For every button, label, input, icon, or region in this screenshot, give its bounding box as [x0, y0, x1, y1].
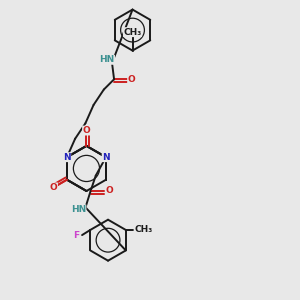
Text: HN: HN [99, 55, 115, 64]
Text: HN: HN [71, 205, 86, 214]
Text: N: N [102, 153, 110, 162]
Text: F: F [73, 231, 79, 240]
Text: O: O [105, 187, 113, 196]
Text: CH₃: CH₃ [134, 225, 152, 234]
Text: CH₃: CH₃ [123, 28, 142, 37]
Text: N: N [63, 153, 71, 162]
Text: O: O [82, 126, 90, 135]
Text: O: O [50, 183, 58, 192]
Text: O: O [128, 75, 135, 84]
